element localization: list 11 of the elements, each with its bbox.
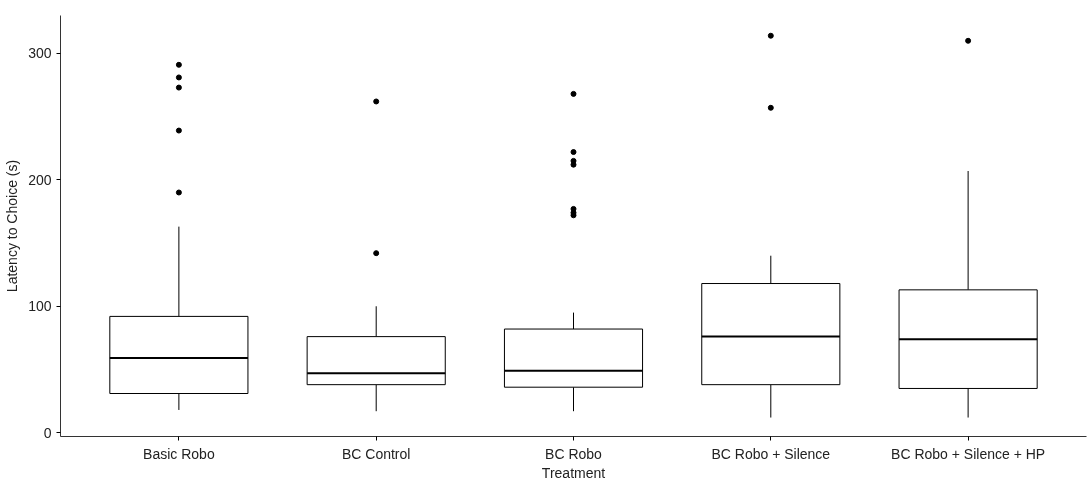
x-axis-title: Treatment bbox=[541, 464, 606, 481]
y-tick-label: 0 bbox=[43, 424, 52, 441]
y-axis-title: Latency to Choice (s) bbox=[4, 159, 21, 293]
y-tick-label: 200 bbox=[28, 171, 52, 188]
x-tick-label: BC Robo bbox=[545, 445, 603, 462]
y-tick-label: 100 bbox=[28, 298, 52, 315]
x-tick-label: BC Control bbox=[341, 445, 411, 462]
x-tick-label: BC Robo + Silence + HP bbox=[891, 445, 1046, 462]
x-tick-label: Basic Robo bbox=[143, 445, 215, 462]
x-tick-label: BC Robo + Silence bbox=[711, 445, 831, 462]
y-tick-label: 300 bbox=[28, 45, 52, 62]
